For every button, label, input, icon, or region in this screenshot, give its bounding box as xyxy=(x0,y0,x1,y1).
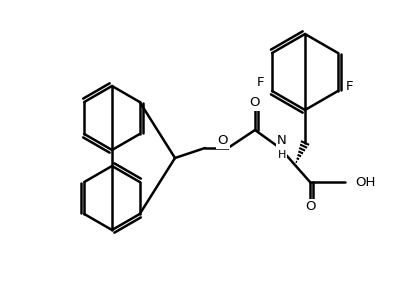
Text: N: N xyxy=(277,134,287,148)
Text: O: O xyxy=(218,134,228,148)
Text: OH: OH xyxy=(355,176,375,188)
Text: O: O xyxy=(250,96,260,109)
Text: H: H xyxy=(278,150,286,160)
Text: O: O xyxy=(305,201,315,213)
Text: F: F xyxy=(256,76,264,89)
Text: F: F xyxy=(346,79,354,93)
